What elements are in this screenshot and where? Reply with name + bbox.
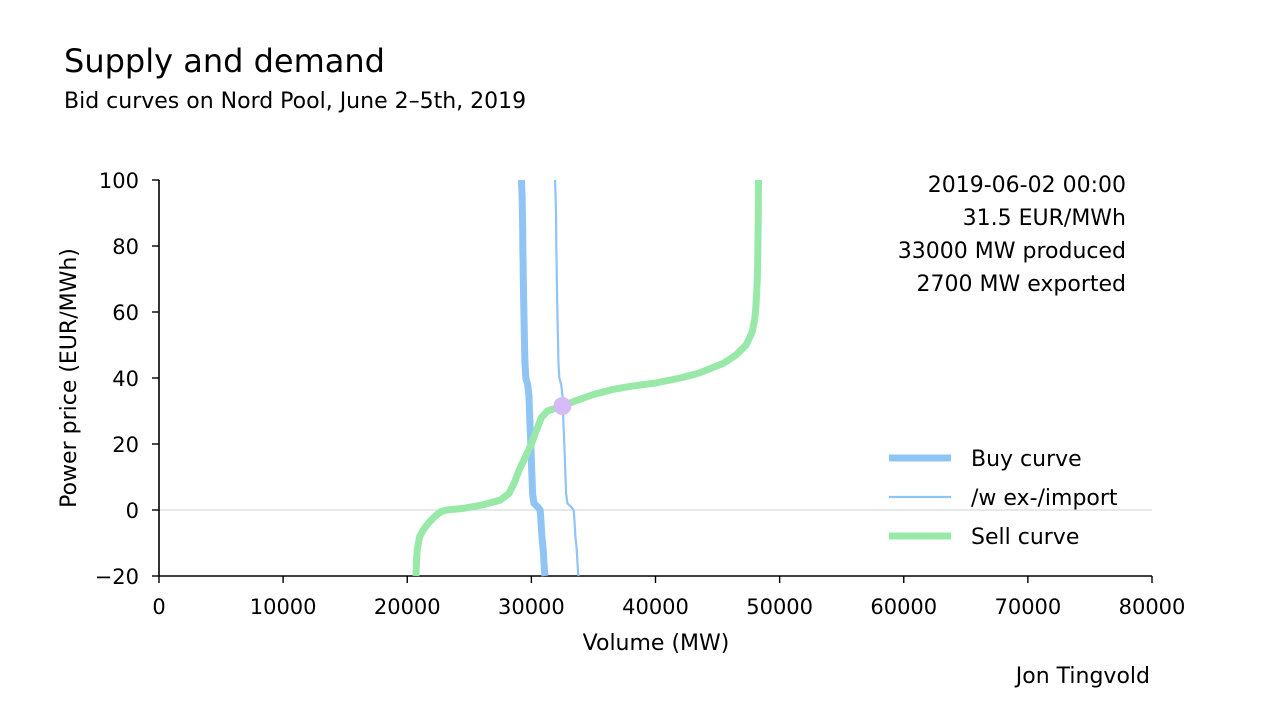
- y-tick-label: 100: [99, 169, 139, 193]
- y-axis-label: Power price (EUR/MWh): [57, 248, 82, 508]
- x-tick-label: 60000: [870, 595, 937, 619]
- y-tick-label: 60: [112, 301, 139, 325]
- y-tick-label: 80: [112, 235, 139, 259]
- equilibrium-point: [553, 397, 572, 416]
- y-tick-label: 0: [126, 499, 139, 523]
- x-tick-label: 30000: [498, 595, 565, 619]
- series-line-buy-curve: [517, 179, 549, 577]
- chart-subtitle: Bid curves on Nord Pool, June 2–5th, 201…: [64, 89, 526, 114]
- y-tick-label: −20: [95, 565, 139, 589]
- legend-label: Sell curve: [971, 525, 1079, 550]
- chart-title: Supply and demand: [64, 42, 385, 80]
- series-line-sell-curve: [412, 179, 762, 577]
- y-tick-label: 20: [112, 433, 139, 457]
- info-line: 33000 MW produced: [898, 239, 1126, 264]
- x-tick-label: 40000: [622, 595, 689, 619]
- x-tick-label: 70000: [994, 595, 1061, 619]
- x-tick-label: 50000: [746, 595, 813, 619]
- legend: Buy curve/w ex-/import Sell curve: [889, 447, 1118, 550]
- plot-area: 0 10000 20000 30000 40000 50000 60000 70000 8000…: [95, 169, 1186, 619]
- series-line-w-ex-import: [553, 179, 580, 577]
- y-tick-label: 40: [112, 367, 139, 391]
- author-credit: Jon Tingvold: [1014, 664, 1150, 689]
- info-line: 2019-06-02 00:00: [928, 173, 1126, 198]
- x-tick-label: 0: [152, 595, 165, 619]
- info-line: 2700 MW exported: [917, 272, 1126, 297]
- x-tick-label: 10000: [250, 595, 317, 619]
- x-tick-label: 80000: [1119, 595, 1186, 619]
- x-tick-label: 20000: [374, 595, 441, 619]
- info-box: 2019-06-02 00:00 31.5 EUR/MWh 33000 MW pro…: [898, 173, 1126, 297]
- legend-label: Buy curve: [971, 447, 1082, 472]
- info-line: 31.5 EUR/MWh: [963, 206, 1126, 231]
- legend-label: /w ex-/import: [971, 486, 1118, 511]
- x-axis-label: Volume (MW): [583, 631, 730, 656]
